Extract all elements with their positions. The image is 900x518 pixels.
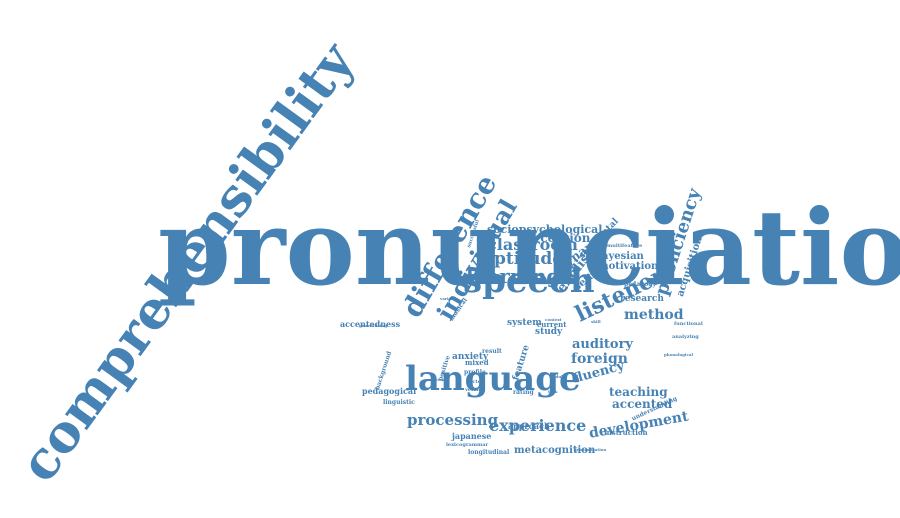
word-bayesian: bayesian [595, 251, 644, 262]
word-version: version [465, 387, 486, 393]
word-pedagogy: pedagogy [624, 281, 656, 288]
word-japanese: japanese [452, 431, 492, 441]
word-analyzing: analyzing [672, 334, 699, 340]
word-learning: learning [466, 264, 561, 288]
word-perception: perception [518, 231, 591, 245]
word-metacognition: metacognition [514, 445, 596, 456]
word-multifeature: multifeature [607, 243, 643, 249]
word-result: result [482, 348, 502, 355]
word-generalizing: generalizing [359, 323, 388, 328]
word-background: background [374, 350, 394, 391]
word-factor: factor [467, 379, 484, 385]
word-profile: profile [464, 369, 486, 376]
word-pronunciation: pronunciation [158, 186, 900, 309]
word-pedagogical: pedagogical [362, 386, 417, 396]
word-current: current [537, 320, 567, 329]
word-rating: rating [513, 389, 534, 396]
word-aptitude: aptitude [483, 249, 564, 269]
word-accented: accented [612, 397, 673, 411]
word-experience: experience [489, 416, 587, 435]
word-task: task [548, 389, 558, 394]
word-sociopsychological: sociopsychological [487, 223, 603, 236]
word-accentedness: accentedness [340, 319, 401, 329]
word-context: context [545, 317, 562, 322]
word-functional: functional [674, 321, 703, 327]
word-study: study [535, 327, 563, 337]
word-method: method [624, 307, 684, 323]
word-research: research [620, 294, 664, 304]
word-speech: speech [463, 261, 595, 301]
word-processing: processing [407, 411, 499, 429]
word-approach: approach [508, 421, 550, 431]
word-instruction: instruction [604, 428, 648, 437]
word-auditory: auditory [572, 337, 633, 352]
word-linguistic: linguistic [383, 399, 415, 406]
word-system: system [507, 318, 542, 328]
word-adult: adult [553, 374, 565, 379]
word-native: native [430, 377, 444, 382]
word-generalization: generalization [574, 447, 607, 452]
word-teaching: teaching [609, 385, 668, 399]
word-motivation: motivation [598, 261, 659, 272]
word-longitudinal: longitudinal [468, 449, 510, 456]
word-anxiety: anxiety [452, 352, 489, 362]
word-mixed: mixed [465, 358, 489, 367]
word-phonological: phonological [664, 352, 693, 357]
word-variable: variable [440, 296, 458, 301]
word-skill: skill [591, 319, 601, 324]
word-classroom: classroom [487, 235, 578, 254]
word-language: language [405, 359, 581, 399]
word-foreign: foreign [571, 351, 628, 367]
word-lexicogrammar: lexicogrammar [446, 442, 489, 448]
